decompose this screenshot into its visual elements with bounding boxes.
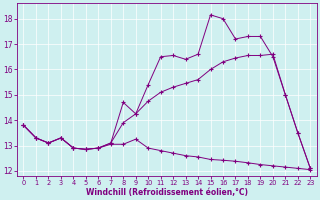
X-axis label: Windchill (Refroidissement éolien,°C): Windchill (Refroidissement éolien,°C): [86, 188, 248, 197]
